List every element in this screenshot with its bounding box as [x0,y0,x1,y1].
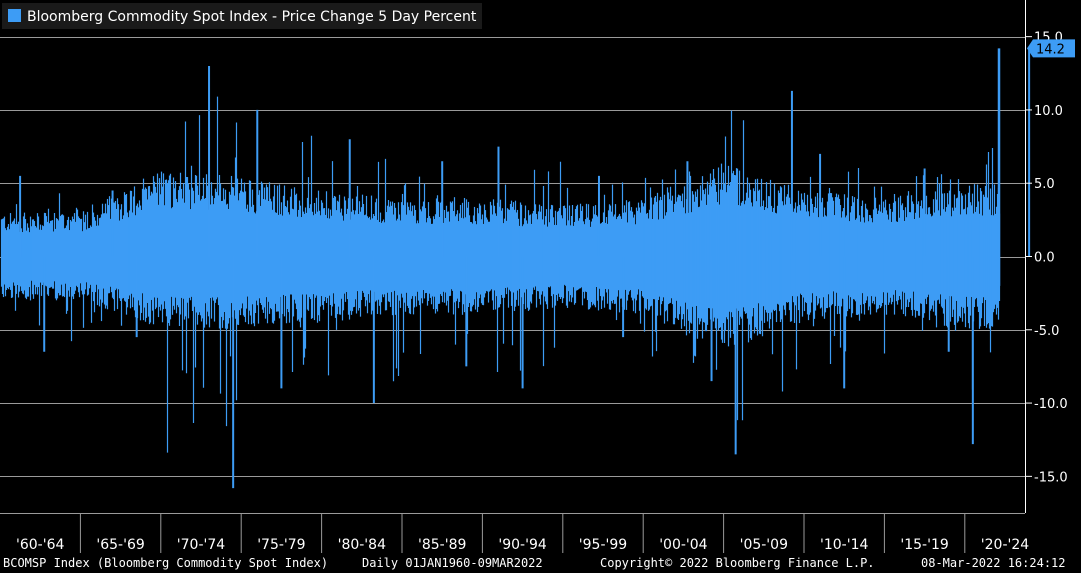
legend-label: Bloomberg Commodity Spot Index - Price C… [27,9,477,25]
x-tick-label: '15-'19 [900,537,948,553]
x-tick-label: '20-'24 [981,537,1029,553]
y-tick-label: -10.0 [1034,397,1068,412]
x-tick-label: '10-'14 [820,537,868,553]
x-tick-label: '70-'74 [177,537,225,553]
y-tick-label: 10.0 [1034,104,1063,119]
last-value-label: 14.2 [1036,42,1065,57]
footer: BCOMSP Index (Bloomberg Commodity Spot I… [0,553,1081,573]
last-value-tag [1027,39,1075,58]
x-tick-label: '00-'04 [659,537,707,553]
x-tick-label: '85-'89 [418,537,466,553]
y-tick-label: 5.0 [1034,177,1055,192]
legend: Bloomberg Commodity Spot Index - Price C… [2,3,482,29]
x-tick-label: '95-'99 [579,537,627,553]
y-axis: -15.0-10.0-5.00.05.010.015.0 [1025,0,1068,513]
footer-range: Daily 01JAN1960-09MAR2022 [362,556,543,570]
footer-ticker: BCOMSP Index (Bloomberg Commodity Spot I… [3,556,329,570]
y-tick-label: -15.0 [1034,470,1068,485]
x-tick-label: '60-'64 [16,537,64,553]
x-tick-label: '05-'09 [740,537,788,553]
footer-timestamp: 08-Mar-2022 16:24:12 [921,556,1066,570]
x-tick-label: '75-'79 [257,537,305,553]
legend-swatch [8,9,21,22]
x-axis: '60-'64 '65-'69 '70-'74 '75-'79 '80-'84 '85-'… [0,513,1029,553]
series-bars [0,48,1031,489]
y-tick-label: 0.0 [1034,251,1055,266]
x-tick-label: '90-'94 [498,537,546,553]
x-tick-label: '65-'69 [96,537,144,553]
last-value-marker: 14.2 [1027,39,1075,58]
y-tick-label: -5.0 [1034,324,1059,339]
footer-copyright: Copyright© 2022 Bloomberg Finance L.P. [600,556,875,570]
x-tick-label: '80-'84 [338,537,386,553]
legend-box [2,3,482,29]
